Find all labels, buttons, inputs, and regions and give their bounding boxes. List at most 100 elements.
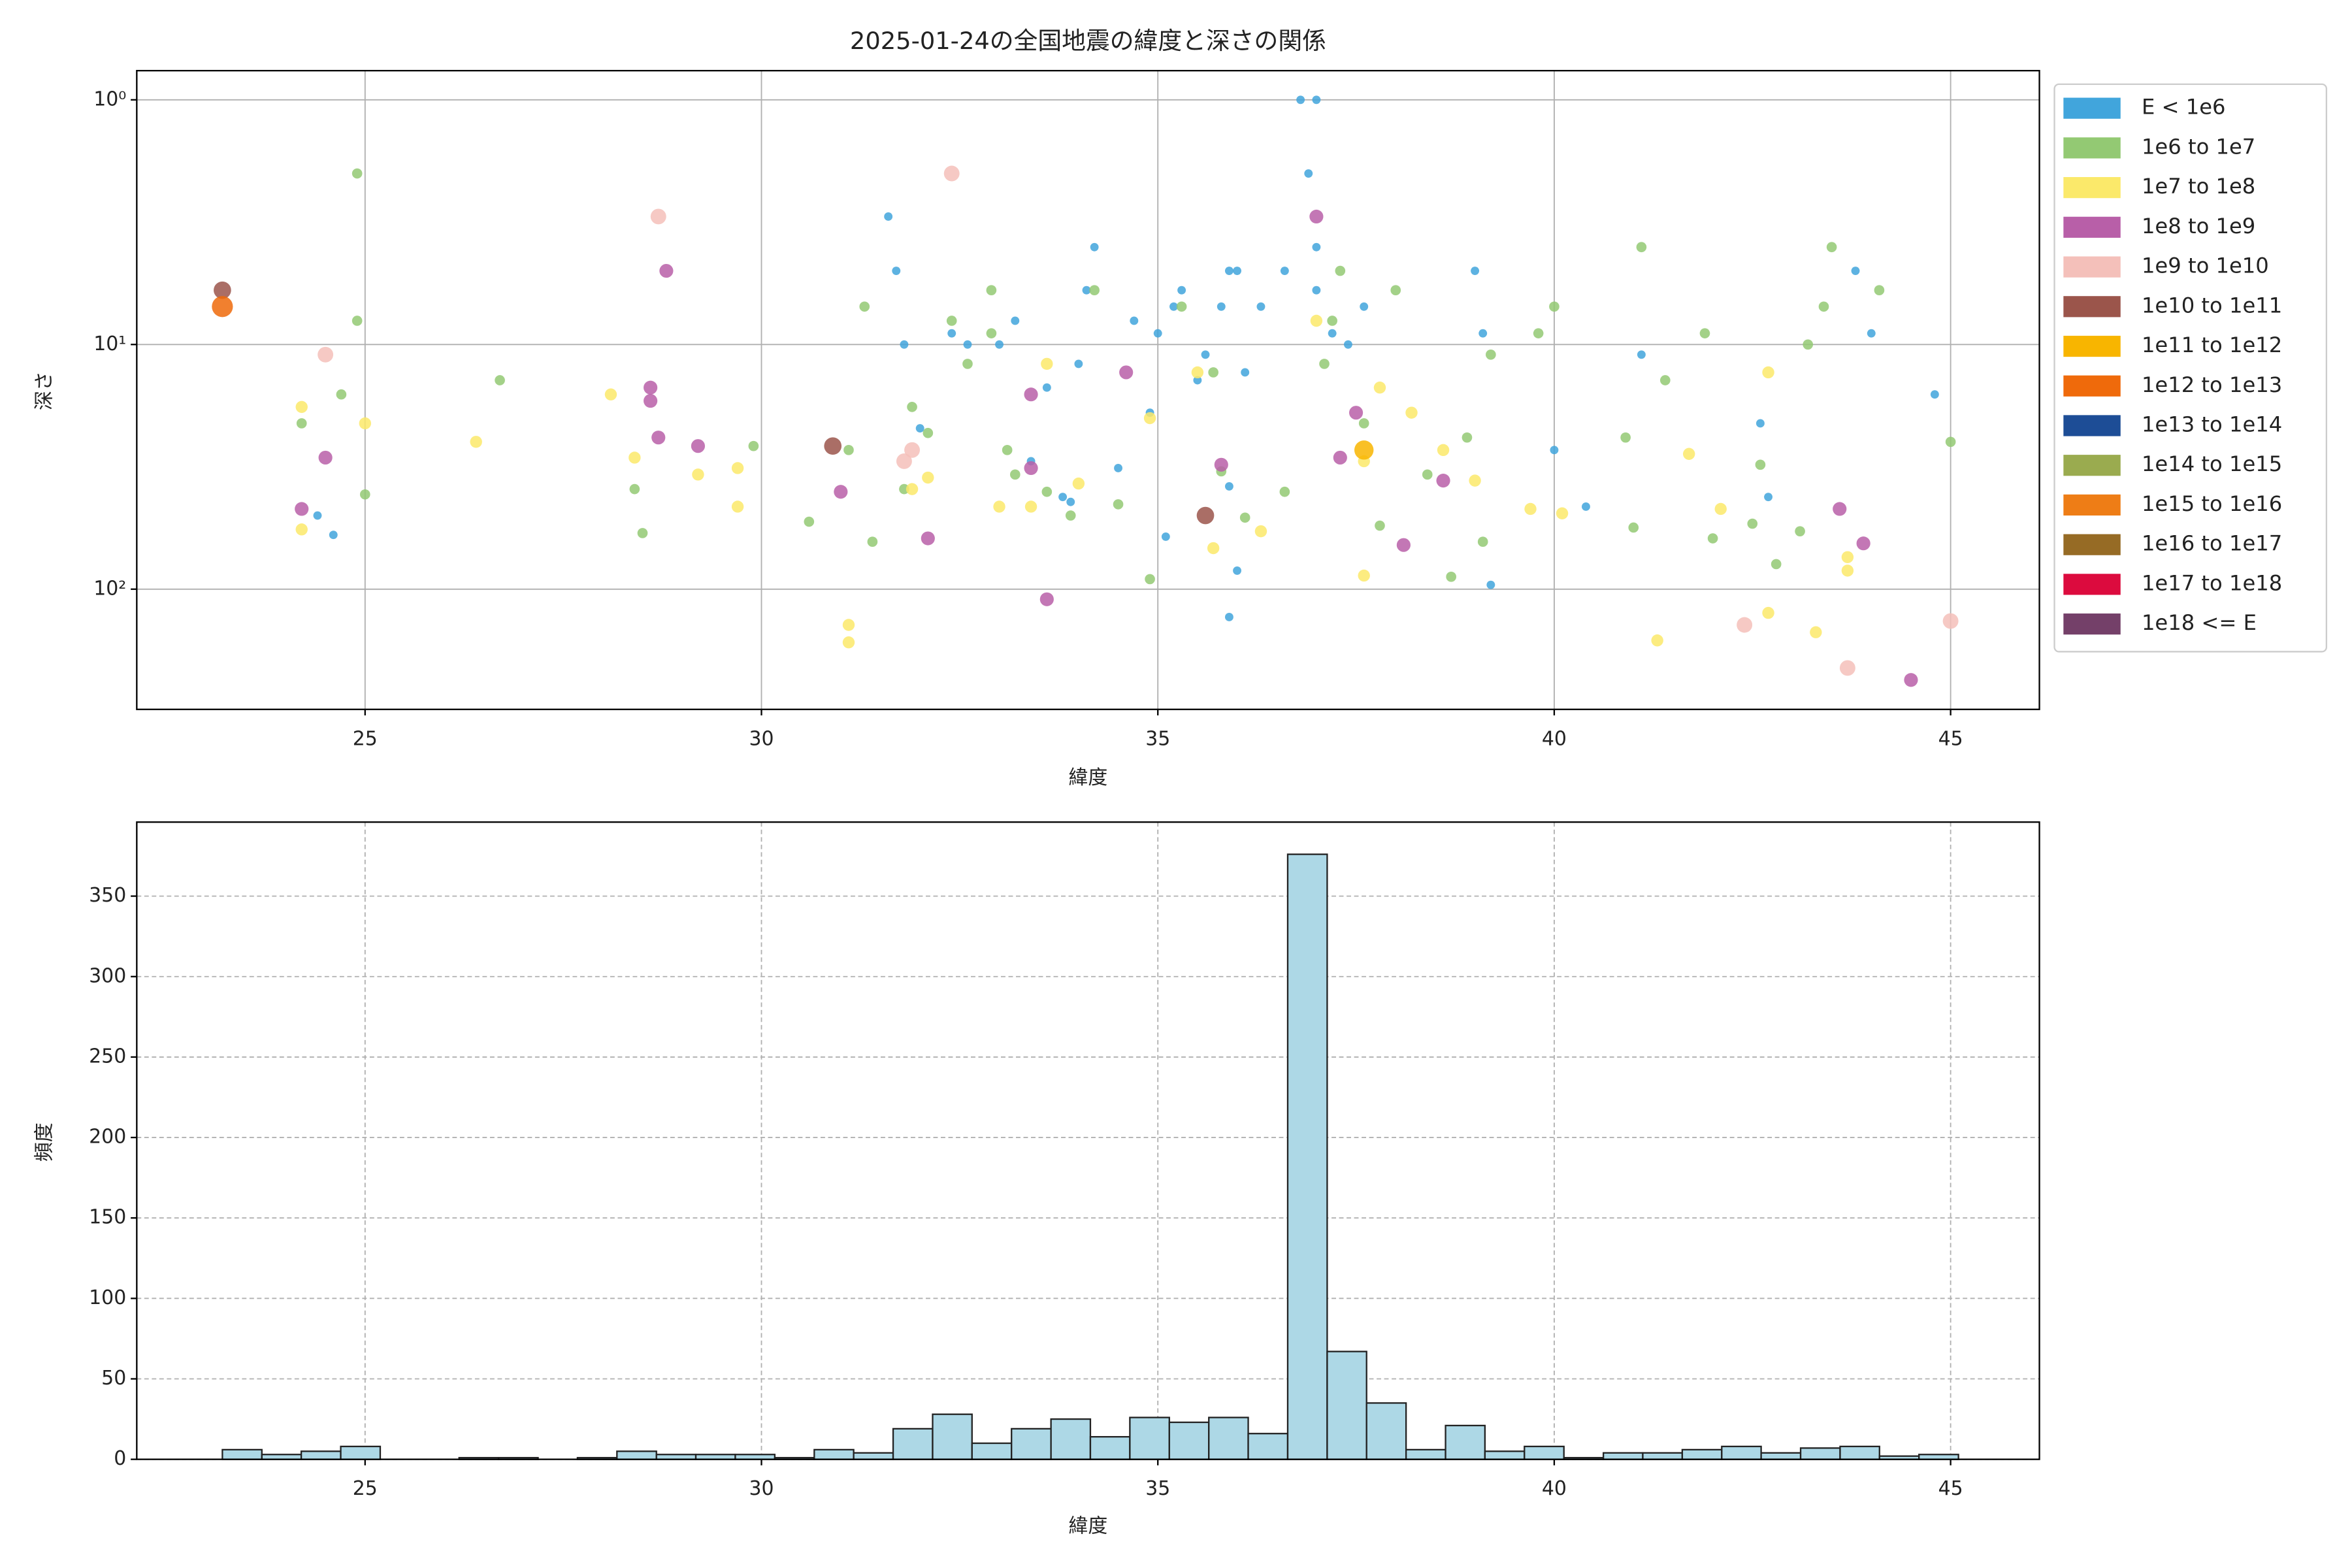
scatter-point (1002, 445, 1013, 455)
scatter-point (1628, 522, 1639, 533)
histogram-bar (300, 1450, 342, 1460)
histogram-bar (1642, 1452, 1684, 1460)
scatter-point (1737, 617, 1753, 633)
scatter-point (1241, 368, 1250, 377)
scatter-point (1130, 316, 1139, 325)
scatter-point (651, 431, 666, 445)
scatter-point (1471, 267, 1480, 275)
scatter-point (1024, 461, 1038, 476)
scatter-point (884, 212, 893, 221)
legend-label: 1e14 to 1e15 (2142, 451, 2282, 476)
scatter-point (1328, 329, 1337, 338)
scatter-point (318, 450, 333, 465)
scatter-point (986, 328, 997, 338)
y-axis-label: 深さ (33, 371, 56, 410)
scatter-point (1074, 359, 1083, 368)
scatter-point (1550, 446, 1559, 455)
scatter-point (329, 531, 338, 540)
y-tick-label: 250 (89, 1045, 126, 1068)
scatter-point (1620, 432, 1631, 443)
legend-label: 1e8 to 1e9 (2142, 214, 2255, 238)
scatter-point (359, 489, 370, 500)
scatter-point (1659, 375, 1671, 385)
scatter-point (1089, 285, 1100, 296)
scatter-point (859, 301, 870, 312)
scatter-point (214, 281, 231, 299)
scatter-point (962, 359, 973, 369)
scatter-point (1436, 474, 1450, 488)
scatter-point (359, 417, 371, 430)
y-tick-label: 10¹ (93, 333, 126, 355)
scatter-point (1011, 316, 1020, 325)
scatter-point (1333, 450, 1347, 465)
scatter-point (1254, 525, 1267, 538)
x-tick-label: 35 (1145, 1477, 1170, 1500)
scatter-point (1556, 507, 1569, 519)
scatter-point (1296, 95, 1305, 105)
scatter-point (1810, 626, 1822, 638)
y-tick-label: 0 (114, 1447, 126, 1470)
chart-title: 2025-01-24の全国地震の緯度と深さの関係 (850, 27, 1326, 55)
scatter-point (1113, 499, 1124, 510)
axes-frame (136, 821, 2040, 1460)
x-tick-label: 30 (749, 1477, 774, 1500)
scatter-point (1833, 502, 1847, 516)
histogram-bar (1326, 1350, 1367, 1460)
scatter-point (1119, 365, 1134, 380)
scatter-point (1072, 477, 1085, 490)
scatter-point (1309, 209, 1324, 224)
histogram-bar (932, 1413, 973, 1460)
scatter-point (896, 453, 912, 469)
y-tick-label: 350 (89, 884, 126, 907)
scatter-point (963, 340, 972, 349)
x-tick-label: 25 (353, 727, 378, 750)
histogram-bar (1129, 1416, 1170, 1460)
scatter-point (1803, 339, 1814, 350)
histogram-bar (813, 1448, 855, 1460)
histogram-bar (1839, 1445, 1880, 1460)
axes-frame (136, 70, 2040, 710)
histogram-bar (1011, 1428, 1052, 1460)
scatter-point (1462, 432, 1473, 443)
histogram-bar (1603, 1452, 1644, 1460)
legend-swatch (2063, 494, 2121, 516)
scatter-point (1841, 551, 1854, 564)
scatter-point (1207, 542, 1220, 555)
scatter-point (1143, 412, 1156, 425)
scatter-point (1533, 328, 1544, 338)
legend-label: 1e12 to 1e13 (2142, 372, 2282, 397)
scatter-point (1867, 329, 1876, 338)
scatter-point (922, 471, 934, 484)
histogram-bar (1721, 1445, 1762, 1460)
scatter-point (1065, 510, 1076, 521)
scatter-point (1714, 502, 1727, 515)
scatter-point (1214, 457, 1228, 472)
scatter-point (1196, 506, 1215, 525)
scatter-point (313, 511, 322, 520)
scatter-point (947, 329, 956, 338)
y-tick-label: 200 (89, 1126, 126, 1149)
scatter-point (1312, 95, 1321, 105)
legend-swatch (2063, 97, 2121, 119)
scatter-point (946, 316, 957, 326)
x-axis-label: 緯度 (1069, 1515, 1108, 1538)
scatter-point (921, 531, 935, 546)
scatter-point (1360, 302, 1369, 311)
scatter-point (1405, 406, 1418, 419)
scatter-point (1233, 267, 1241, 275)
scatter-point (1707, 533, 1718, 544)
scatter-point (650, 208, 666, 225)
scatter-point (1354, 440, 1374, 460)
scatter-point (1335, 265, 1346, 276)
scatter-point (1373, 382, 1386, 394)
scatter-point (644, 394, 658, 408)
scatter-point (1874, 285, 1885, 296)
histogram-bar (1524, 1445, 1565, 1460)
scatter-point (629, 451, 641, 464)
scatter-point (1176, 301, 1187, 312)
scatter-point (1191, 366, 1204, 379)
histogram-bar (1050, 1418, 1092, 1460)
legend-label: 1e7 to 1e8 (2142, 174, 2255, 199)
